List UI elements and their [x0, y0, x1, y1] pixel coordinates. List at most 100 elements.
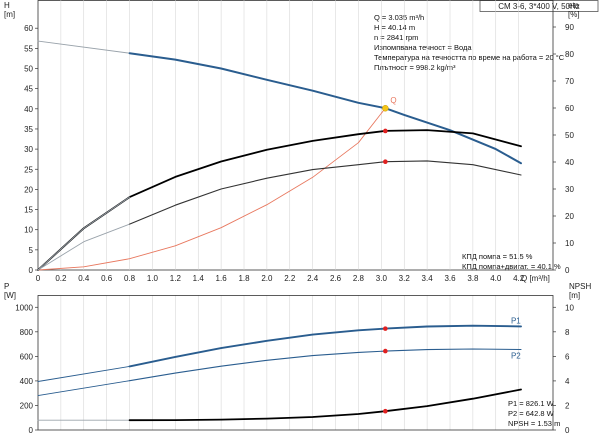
x-tick-label: 1.8 [238, 274, 250, 283]
bottom-left-tick-label: 400 [20, 377, 34, 386]
top-right-tick-label: 50 [565, 131, 574, 140]
top-left-tick-label: 40 [24, 105, 33, 114]
bottom-left-tick-label: 1000 [15, 303, 33, 312]
top-right-tick-label: 90 [565, 23, 574, 32]
x-tick-label: 3.0 [376, 274, 388, 283]
top-right-axis-unit: [%] [568, 10, 580, 19]
x-tick-label: 4.2 [513, 274, 525, 283]
eta-pump-op-dot [383, 128, 388, 134]
info-p1: P1 = 826.1 W [508, 399, 555, 408]
bottom-left-tick-label: 0 [29, 426, 34, 434]
x-tick-label: 2.8 [353, 274, 365, 283]
top-left-tick-label: 35 [24, 125, 33, 134]
p1-curve-thin [37, 365, 131, 382]
p2-op-dot [383, 348, 388, 354]
top-left-tick-label: 25 [24, 165, 33, 174]
bottom-left-tick-label: 600 [20, 352, 34, 361]
info-density: Плътност = 998.2 kg/m³ [374, 63, 456, 72]
bottom-left-axis-symbol: P [4, 282, 9, 291]
top-right-tick-label: 80 [565, 50, 574, 59]
x-tick-label: 0.2 [55, 274, 67, 283]
p2-series-label: P2 [511, 351, 521, 360]
title-box-text: CM 3-6, 3*400 V, 50Hz [498, 2, 580, 11]
top-left-tick-label: 5 [29, 246, 34, 255]
x-tick-label: 1.6 [216, 274, 228, 283]
info-eta-pump: КПД помпа = 51.5 % [462, 252, 533, 261]
eta_pump-curve-lead [37, 196, 131, 271]
operating-point-label: Q [390, 96, 396, 105]
x-tick-label: 0.6 [101, 274, 113, 283]
top-left-axis-unit: [m] [4, 10, 15, 19]
info-fluid: Изпомпвана течност = Вода [374, 43, 472, 52]
info-top: Q = 3.035 m³/h H = 40.14 m n = 2841 rpm … [374, 13, 565, 72]
x-tick-label: 1.4 [193, 274, 205, 283]
x-tick-label: 3.6 [444, 274, 456, 283]
info-eta-total: КПД помпа+двигат. = 40.1 % [462, 262, 561, 271]
bottom-right-axis-symbol: NPSH [569, 282, 591, 291]
eta_total-curve-thin [37, 223, 131, 271]
top-right-tick-label: 0 [565, 266, 570, 275]
top-right-tick-label: 70 [565, 77, 574, 86]
head-curve-thin [37, 40, 131, 54]
operating-point-marker [382, 104, 389, 112]
p1-series-label: P1 [511, 316, 521, 325]
x-axis-unit: Q [m³/h] [521, 274, 550, 283]
top-left-tick-label: 55 [24, 44, 33, 53]
top-left-tick-label: 50 [24, 65, 33, 74]
eta-total-op-dot [383, 159, 388, 165]
p2-curve [129, 348, 522, 382]
top-left-tick-label: 0 [29, 266, 34, 275]
top-left-tick-label: 10 [24, 226, 33, 235]
info-npsh: NPSH = 1.53 m [508, 419, 560, 428]
info-temperature: Температура на течността по време на раб… [374, 53, 565, 62]
plot-layer: 0 0.2 0.4 0.6 0.8 1.0 1.2 1.4 1.6 1.8 2.0 2.2 2.4 2.6… [15, 0, 574, 434]
top-right-tick-label: 40 [565, 158, 574, 167]
top-left-tick-label: 30 [24, 145, 33, 154]
bottom-panel-frame [37, 295, 554, 431]
npsh-curve [128, 388, 522, 422]
x-tick-label: 2.0 [261, 274, 273, 283]
x-tick-label: 3.2 [399, 274, 411, 283]
bottom-right-tick-label: 2 [565, 401, 570, 410]
x-tick-label: 2.2 [284, 274, 296, 283]
x-tick-label: 0.4 [78, 274, 90, 283]
info-flow: Q = 3.035 m³/h [374, 13, 424, 22]
top-left-tick-label: 15 [24, 206, 33, 215]
bottom-left-tick-label: 800 [20, 328, 34, 337]
p1-op-dot [383, 326, 388, 331]
x-tick-label: 2.6 [330, 274, 342, 283]
x-tick-label: 3.4 [422, 274, 434, 283]
x-tick-label: 1.0 [147, 274, 159, 283]
top-left-axis-symbol: H [4, 1, 10, 10]
x-tick-label: 2.4 [307, 274, 319, 283]
eta_pump-curve [37, 129, 522, 271]
top-right-tick-label: 20 [565, 212, 574, 221]
npsh-op-dot [383, 408, 388, 414]
bottom-right-axis-unit: [m] [569, 291, 580, 300]
info-p2: P2 = 642.8 W [508, 409, 555, 418]
p1-curve [128, 324, 522, 368]
system-curve [37, 107, 386, 271]
bottom-right-tick-label: 8 [565, 328, 570, 337]
info-bottom: P1 = 826.1 W P2 = 642.8 W NPSH = 1.53 m [508, 399, 560, 428]
bottom-right-tick-label: 0 [565, 426, 570, 434]
info-head: H = 40.14 m [374, 23, 415, 32]
bottom-left-axis-unit: [W] [4, 291, 16, 300]
top-right-tick-label: 30 [565, 185, 574, 194]
x-tick-label: 0 [36, 274, 41, 283]
bottom-right-tick-label: 6 [565, 352, 570, 361]
info-speed: n = 2841 rpm [374, 33, 418, 42]
bottom-right-tick-label: 4 [565, 377, 570, 386]
top-left-tick-label: 60 [24, 24, 33, 33]
x-tick-label: 1.2 [170, 274, 182, 283]
top-left-tick-label: 45 [24, 85, 33, 94]
top-right-axis-symbol: eta [568, 1, 580, 10]
bottom-left-tick-label: 200 [20, 401, 34, 410]
x-tick-label: 0.8 [124, 274, 136, 283]
bottom-right-tick-label: 10 [565, 303, 574, 312]
top-left-tick-label: 20 [24, 185, 33, 194]
x-tick-label: 4.0 [490, 274, 502, 283]
head-curve [128, 52, 522, 165]
info-efficiency: КПД помпа = 51.5 % КПД помпа+двигат. = 4… [462, 252, 561, 271]
